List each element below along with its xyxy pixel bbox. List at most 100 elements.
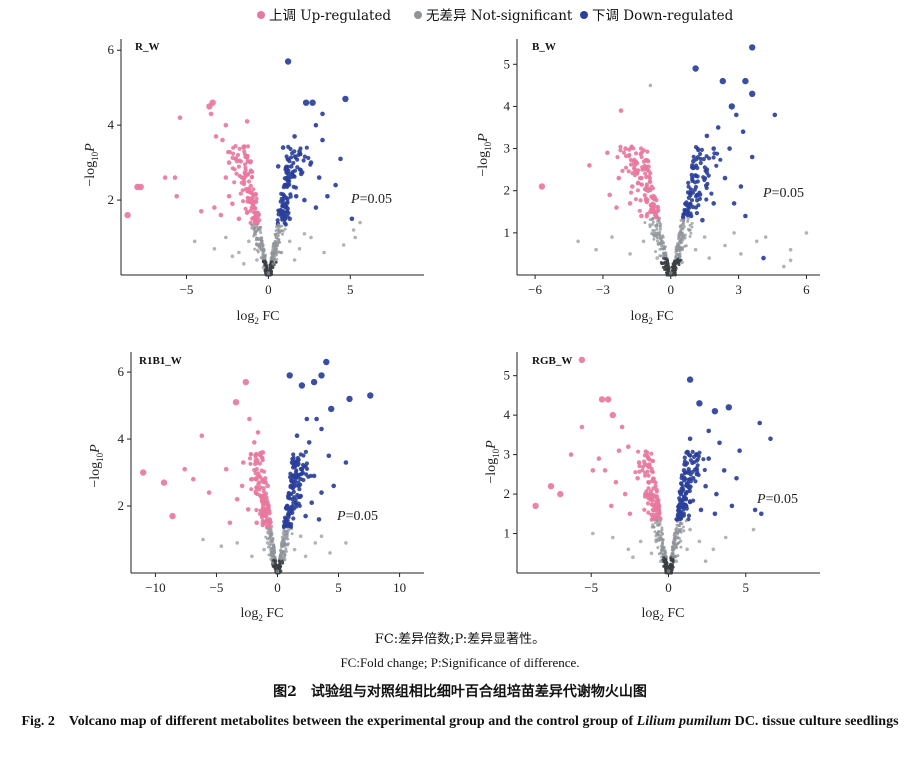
x-tick-label: −5 bbox=[584, 580, 598, 595]
data-point bbox=[639, 154, 644, 160]
up-point bbox=[227, 520, 233, 526]
data-point bbox=[654, 487, 659, 492]
down-point bbox=[298, 493, 304, 499]
data-point bbox=[660, 548, 664, 552]
data-point bbox=[260, 513, 265, 518]
data-point bbox=[658, 254, 662, 258]
data-point bbox=[693, 205, 699, 210]
legend-up-dot bbox=[257, 11, 265, 19]
y-axis-title: −log10P bbox=[484, 440, 501, 484]
data-point bbox=[677, 536, 681, 540]
data-point bbox=[260, 502, 266, 507]
y-tick-label: 3 bbox=[504, 141, 511, 156]
down-point bbox=[279, 209, 284, 214]
up-point bbox=[579, 424, 585, 430]
threshold-label: P=0.05 bbox=[756, 492, 798, 507]
data-point bbox=[681, 525, 685, 529]
data-point bbox=[269, 532, 273, 536]
down-point bbox=[742, 77, 749, 85]
down-point bbox=[306, 440, 312, 445]
data-point bbox=[655, 232, 659, 236]
ns-point bbox=[654, 539, 658, 544]
x-tick-label: −3 bbox=[596, 282, 610, 297]
data-point bbox=[642, 507, 647, 512]
down-point bbox=[757, 420, 762, 426]
ns-point bbox=[201, 537, 205, 542]
caption-en: Fig. 2 Volcano map of different metaboli… bbox=[0, 708, 920, 735]
data-point bbox=[703, 183, 709, 188]
y-tick-label: 4 bbox=[504, 98, 511, 113]
up-point bbox=[590, 468, 596, 473]
data-point bbox=[674, 254, 678, 258]
down-point bbox=[711, 146, 716, 151]
data-point bbox=[626, 169, 631, 174]
data-point bbox=[278, 224, 282, 228]
data-point bbox=[306, 155, 311, 161]
data-point bbox=[684, 519, 688, 523]
data-point bbox=[269, 542, 273, 546]
data-point bbox=[682, 455, 687, 460]
data-point bbox=[281, 561, 285, 565]
down-point bbox=[294, 433, 300, 439]
data-point bbox=[676, 242, 680, 246]
down-point bbox=[320, 111, 325, 117]
up-point bbox=[209, 99, 216, 106]
x-tick-label: 5 bbox=[743, 580, 750, 595]
data-point bbox=[645, 501, 651, 506]
threshold-label: P=0.05 bbox=[336, 509, 378, 524]
data-point bbox=[676, 554, 680, 558]
down-point bbox=[690, 476, 696, 481]
data-point bbox=[285, 199, 290, 204]
data-point bbox=[680, 497, 686, 502]
data-point bbox=[690, 175, 695, 180]
point-cloud bbox=[633, 449, 707, 575]
data-point bbox=[649, 466, 654, 471]
data-point bbox=[633, 197, 639, 202]
ns-point bbox=[648, 83, 653, 88]
data-point bbox=[637, 208, 642, 213]
ns-point bbox=[279, 250, 284, 255]
data-point bbox=[232, 180, 237, 185]
data-point bbox=[658, 227, 662, 231]
data-point bbox=[655, 224, 659, 227]
data-point bbox=[290, 475, 295, 480]
ns-point bbox=[309, 235, 313, 240]
data-point bbox=[655, 227, 659, 231]
data-point bbox=[695, 198, 700, 203]
up-point bbox=[636, 460, 642, 465]
x-tick-label: −5 bbox=[210, 580, 224, 595]
down-point bbox=[333, 182, 338, 188]
data-point bbox=[631, 146, 636, 151]
data-point bbox=[648, 223, 652, 227]
legend-up-label: 上调 Up-regulated bbox=[269, 8, 392, 24]
y-tick-label: 2 bbox=[504, 486, 511, 501]
up-point bbox=[199, 209, 204, 214]
data-point bbox=[686, 180, 691, 185]
ns-point bbox=[322, 250, 326, 255]
up-point bbox=[230, 201, 235, 207]
data-point bbox=[280, 229, 284, 232]
ns-point bbox=[265, 541, 270, 545]
ns-point bbox=[319, 534, 324, 538]
data-point bbox=[261, 247, 265, 251]
caption-en-prefix: Fig. 2 Volcano map of different metaboli… bbox=[21, 714, 637, 729]
data-point bbox=[250, 169, 255, 174]
data-point bbox=[663, 564, 667, 568]
down-point bbox=[728, 103, 735, 110]
up-point bbox=[255, 430, 261, 435]
data-point bbox=[274, 260, 278, 264]
data-point bbox=[650, 525, 654, 529]
data-point bbox=[282, 555, 286, 559]
data-point bbox=[656, 208, 661, 213]
data-point bbox=[652, 213, 658, 218]
down-point bbox=[293, 194, 299, 199]
data-point bbox=[280, 542, 283, 546]
threshold-label: P=0.05 bbox=[762, 186, 804, 201]
down-point bbox=[316, 175, 322, 180]
data-point bbox=[646, 486, 651, 491]
up-point bbox=[645, 188, 651, 193]
data-point bbox=[644, 197, 649, 202]
up-point bbox=[249, 205, 255, 210]
data-point bbox=[672, 548, 676, 552]
down-point bbox=[314, 416, 319, 422]
